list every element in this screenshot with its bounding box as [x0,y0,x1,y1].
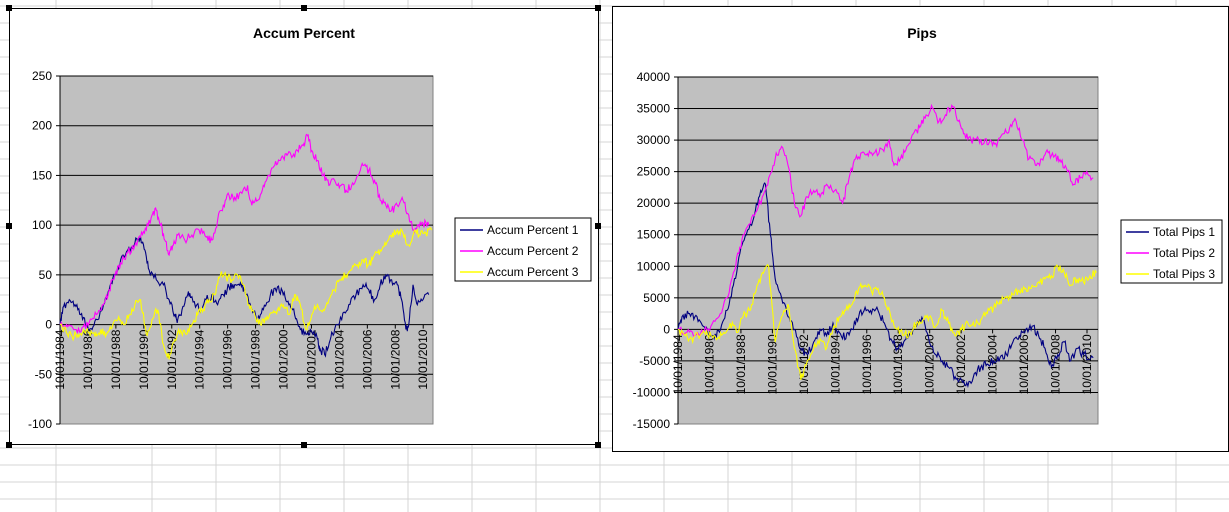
x-tick-label: 10/01/1984 [53,329,67,389]
selection-handle-middle-left[interactable] [6,223,12,229]
y-tick-label: -15000 [633,417,671,431]
plot-area [59,75,434,425]
x-tick-label: 10/01/1984 [671,334,685,394]
y-tick-label: -10000 [633,385,671,399]
x-tick-label: 10/01/1998 [891,334,905,394]
x-tick-label: 10/01/1988 [734,334,748,394]
accum-percent-chart: Accum Percent -100 -50 0 50 100 150 200 250 10/01… [28,25,592,431]
y-tick-label: 50 [39,268,53,282]
plot-area [677,76,1099,425]
series-line-total-pips-1 [677,182,1094,389]
y-tick-label: 0 [45,318,52,332]
y-tick-label: 5000 [643,291,670,305]
x-tick-label: 10/01/1990 [137,329,151,389]
x-tick-label: 10/01/2008 [388,329,402,389]
x-tick-label: 10/01/2008 [1049,334,1063,394]
selection-handle-bottom-middle[interactable] [301,442,307,448]
y-tick-label: -5000 [639,354,670,368]
y-tick-label: 150 [32,168,52,182]
y-tick-label: 10000 [637,259,671,273]
legend-entry: Total Pips 3 [1153,267,1215,281]
x-tick-label: 10/01/1996 [221,329,235,389]
legend-entry: Total Pips 1 [1153,225,1215,239]
y-tick-label: 35000 [637,102,671,116]
x-tick-label: 10/01/1990 [765,334,779,394]
y-tick-label: 15000 [637,228,671,242]
y-tick-label: 200 [32,119,52,133]
accum-percent-chart-area[interactable]: Accum Percent -100 -50 0 50 100 150 200 250 10/01… [9,8,599,445]
y-tick-label: 0 [663,322,670,336]
legend-box[interactable] [454,217,592,282]
x-tick-label: 10/01/1994 [193,329,207,389]
pips-chart-area[interactable]: Pips -15000 -10000 -5000 0 5000 10000 15000 2000… [612,6,1229,452]
chart-title: Accum Percent [253,25,355,41]
selection-handle-top-right[interactable] [595,5,601,11]
y-tick-label: 30000 [637,133,671,147]
selection-handle-top-left[interactable] [6,5,12,11]
legend-entry: Total Pips 2 [1153,246,1215,260]
pips-chart: Pips -15000 -10000 -5000 0 5000 10000 15000 2000… [633,25,1223,431]
legend-entry: Accum Percent 3 [487,265,579,279]
legend-box[interactable] [1120,219,1223,284]
x-tick-label: 10/01/2010 [416,329,430,389]
selection-handle-bottom-right[interactable] [595,442,601,448]
series-line-accum-percent-2 [59,133,430,335]
x-tick-label: 10/01/2006 [1017,334,1031,394]
legend-entry: Accum Percent 2 [487,244,579,258]
x-tick-label: 10/01/1994 [828,334,842,394]
x-tick-label: 10/01/1996 [860,334,874,394]
x-tick-label: 10/01/1992 [797,334,811,394]
chart-title: Pips [907,25,937,41]
selection-handle-bottom-left[interactable] [6,442,12,448]
y-tick-label: 100 [32,218,52,232]
series-line-total-pips-2 [677,103,1094,337]
x-tick-label: 10/01/1998 [249,329,263,389]
x-tick-label: 10/01/2000 [277,329,291,389]
x-tick-label: 10/01/2004 [332,329,346,389]
y-tick-label: 20000 [637,196,671,210]
x-tick-label: 10/01/2010 [1080,334,1094,394]
x-tick-label: 10/01/1988 [109,329,123,389]
x-tick-label: 10/01/1992 [165,329,179,389]
x-tick-label: 10/01/2002 [304,329,318,389]
series-line-accum-percent-3 [59,227,433,360]
x-tick-label: 10/01/2006 [360,329,374,389]
x-tick-label: 10/01/1986 [81,329,95,389]
y-tick-label: -100 [28,417,52,431]
selection-handle-top-middle[interactable] [301,5,307,11]
y-tick-label: -50 [35,367,53,381]
legend-entry: Accum Percent 1 [487,223,579,237]
x-tick-label: 10/01/1986 [702,334,716,394]
selection-handle-middle-right[interactable] [595,223,601,229]
y-tick-label: 25000 [637,165,671,179]
y-tick-label: 250 [32,69,52,83]
series-line-total-pips-3 [677,263,1097,380]
y-tick-label: 40000 [637,70,671,84]
